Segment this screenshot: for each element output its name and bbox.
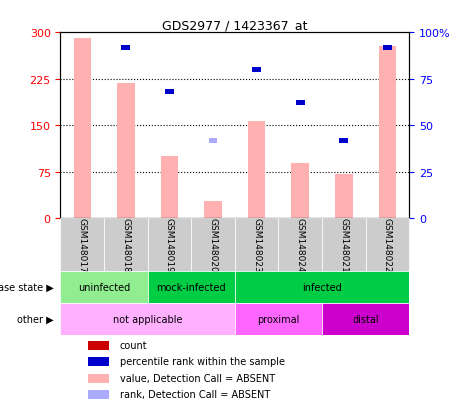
Bar — [78, 17, 86, 22]
FancyBboxPatch shape — [235, 303, 322, 335]
Text: infected: infected — [302, 282, 342, 292]
Text: proximal: proximal — [257, 314, 299, 324]
Bar — [379, 47, 396, 219]
Text: not applicable: not applicable — [113, 314, 182, 324]
Text: GSM148019: GSM148019 — [165, 218, 174, 273]
FancyBboxPatch shape — [147, 219, 191, 271]
FancyBboxPatch shape — [147, 271, 235, 303]
FancyBboxPatch shape — [60, 271, 147, 303]
Text: rank, Detection Call = ABSENT: rank, Detection Call = ABSENT — [120, 389, 270, 399]
Bar — [248, 121, 266, 219]
Bar — [88, 374, 109, 383]
Bar — [73, 39, 91, 219]
FancyBboxPatch shape — [279, 219, 322, 271]
Text: uninfected: uninfected — [78, 282, 130, 292]
Text: mock-infected: mock-infected — [156, 282, 226, 292]
Text: disease state ▶: disease state ▶ — [0, 282, 53, 292]
Text: GSM148023: GSM148023 — [252, 218, 261, 272]
Text: GSM148021: GSM148021 — [339, 218, 348, 272]
FancyBboxPatch shape — [235, 271, 409, 303]
Title: GDS2977 / 1423367_at: GDS2977 / 1423367_at — [162, 19, 307, 32]
Text: GSM148022: GSM148022 — [383, 218, 392, 272]
Bar — [252, 68, 261, 73]
FancyBboxPatch shape — [191, 219, 235, 271]
Text: percentile rank within the sample: percentile rank within the sample — [120, 356, 285, 366]
FancyBboxPatch shape — [365, 219, 409, 271]
Text: value, Detection Call = ABSENT: value, Detection Call = ABSENT — [120, 373, 275, 383]
FancyBboxPatch shape — [235, 219, 279, 271]
Bar — [296, 101, 305, 106]
Bar — [117, 84, 134, 219]
Bar — [121, 45, 130, 50]
Bar — [335, 174, 352, 219]
Bar — [165, 90, 174, 95]
Text: GSM148024: GSM148024 — [296, 218, 305, 272]
Text: GSM148018: GSM148018 — [121, 218, 130, 273]
Text: GSM148017: GSM148017 — [78, 218, 87, 273]
Text: count: count — [120, 340, 147, 351]
Bar — [383, 45, 392, 50]
FancyBboxPatch shape — [60, 219, 104, 271]
FancyBboxPatch shape — [322, 219, 365, 271]
Bar — [88, 390, 109, 399]
FancyBboxPatch shape — [104, 219, 147, 271]
Text: distal: distal — [352, 314, 379, 324]
Bar — [161, 157, 178, 219]
Bar — [292, 163, 309, 219]
Bar — [88, 341, 109, 350]
Bar — [88, 357, 109, 366]
Text: GSM148020: GSM148020 — [208, 218, 218, 272]
Bar — [339, 138, 348, 143]
FancyBboxPatch shape — [322, 303, 409, 335]
Text: other ▶: other ▶ — [17, 314, 53, 324]
FancyBboxPatch shape — [60, 303, 235, 335]
Bar — [204, 202, 222, 219]
Bar — [209, 138, 218, 143]
